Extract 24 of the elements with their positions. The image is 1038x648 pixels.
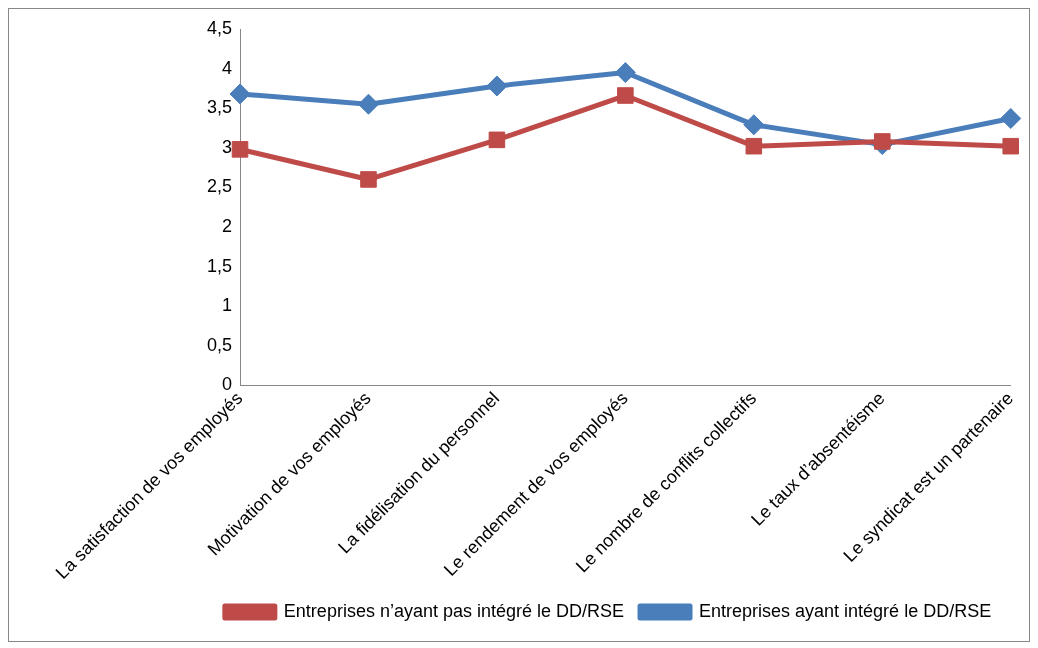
y-tick-label: 1,5 xyxy=(206,255,233,276)
point xyxy=(614,62,636,84)
y-tick-label: 4,5 xyxy=(206,17,233,38)
y-tick-label: 3,5 xyxy=(206,97,233,118)
point xyxy=(743,114,765,136)
point xyxy=(1002,137,1020,155)
point xyxy=(488,131,506,149)
point xyxy=(486,75,508,97)
y-tick-label: 1 xyxy=(222,295,233,316)
y-tick-label: 2 xyxy=(222,215,233,236)
y-tick-label: 4 xyxy=(222,57,233,78)
point xyxy=(357,93,379,115)
y-tick-label: 0 xyxy=(222,374,233,395)
point xyxy=(360,171,377,188)
point xyxy=(1000,107,1022,129)
point xyxy=(231,141,249,158)
y-tick-label: 3 xyxy=(222,136,233,157)
point xyxy=(745,137,763,155)
y-tick-label: 2,5 xyxy=(206,176,233,197)
legend-label: Entreprises n’ayant pas intégré le DD/RSE xyxy=(283,600,625,621)
legend-label: Entreprises ayant intégré le DD/RSE xyxy=(699,600,992,621)
y-tick-label: 0,5 xyxy=(206,334,233,355)
point xyxy=(874,133,891,150)
point xyxy=(617,87,634,104)
